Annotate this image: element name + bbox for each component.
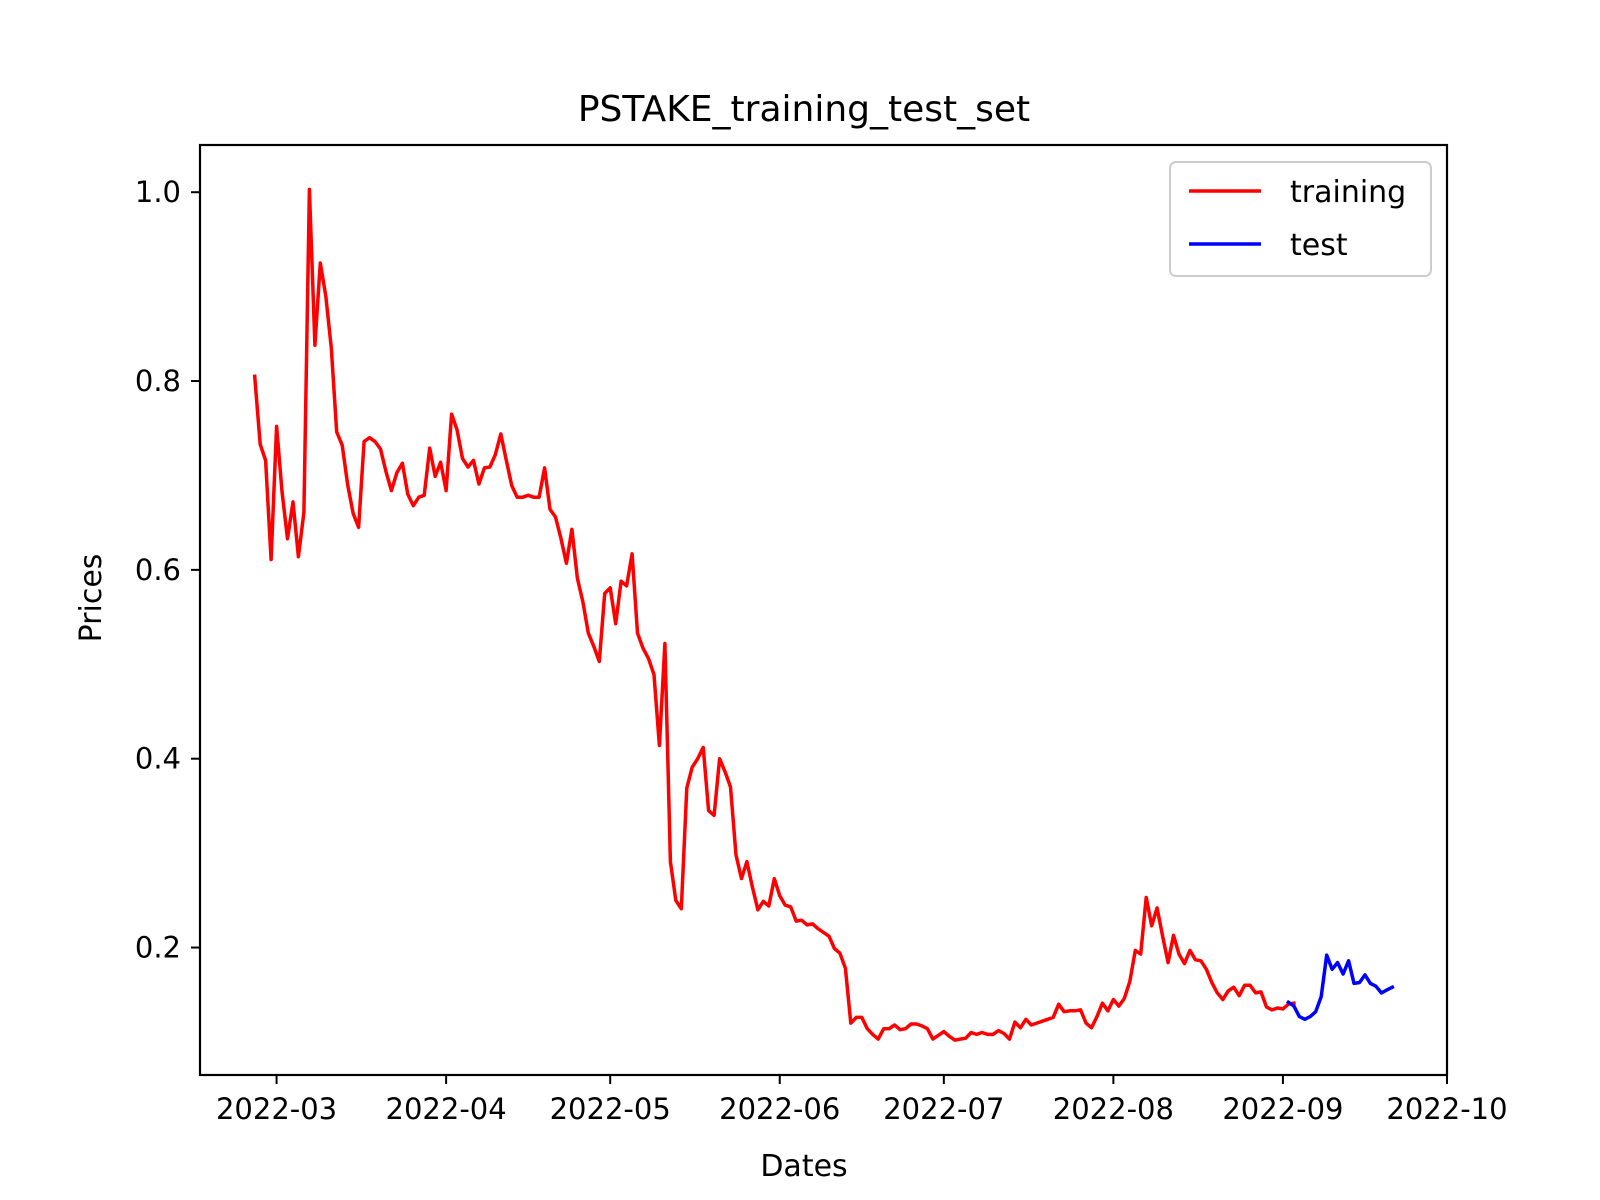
y-tick-label: 0.8 [135,364,181,398]
series-line-test [1285,953,1395,1022]
x-axis: 2022-03 2022-04 2022-05 2022-06 2022-07 2022-… [216,1075,1508,1126]
y-axis-label: Prices [74,554,109,643]
x-tick-label: 2022-09 [1222,1092,1343,1126]
y-tick-label: 0.6 [135,553,181,587]
x-tick-label: 2022-05 [550,1092,671,1126]
x-tick-label: 2022-04 [386,1092,507,1126]
series-layer [252,187,1395,1042]
legend: training test [1169,161,1432,277]
x-tick-label: 2022-08 [1053,1092,1174,1126]
chart-title: PSTAKE_training_test_set [578,89,1030,130]
x-tick-label: 2022-07 [883,1092,1004,1126]
series-line-training [252,187,1296,1042]
x-tick-label: 2022-03 [216,1092,337,1126]
y-tick-label: 0.2 [135,931,181,965]
y-tick-label: 0.4 [135,742,181,776]
legend-label-training: training [1290,175,1406,210]
x-axis-label: Dates [760,1149,847,1184]
plot-frame [198,143,1449,1077]
legend-label-test: test [1290,228,1348,263]
x-tick-label: 2022-10 [1386,1092,1507,1126]
y-axis: 0.2 0.4 0.6 0.8 1.0 [135,175,200,965]
x-tick-label: 2022-06 [719,1092,840,1126]
y-tick-label: 1.0 [135,175,181,209]
